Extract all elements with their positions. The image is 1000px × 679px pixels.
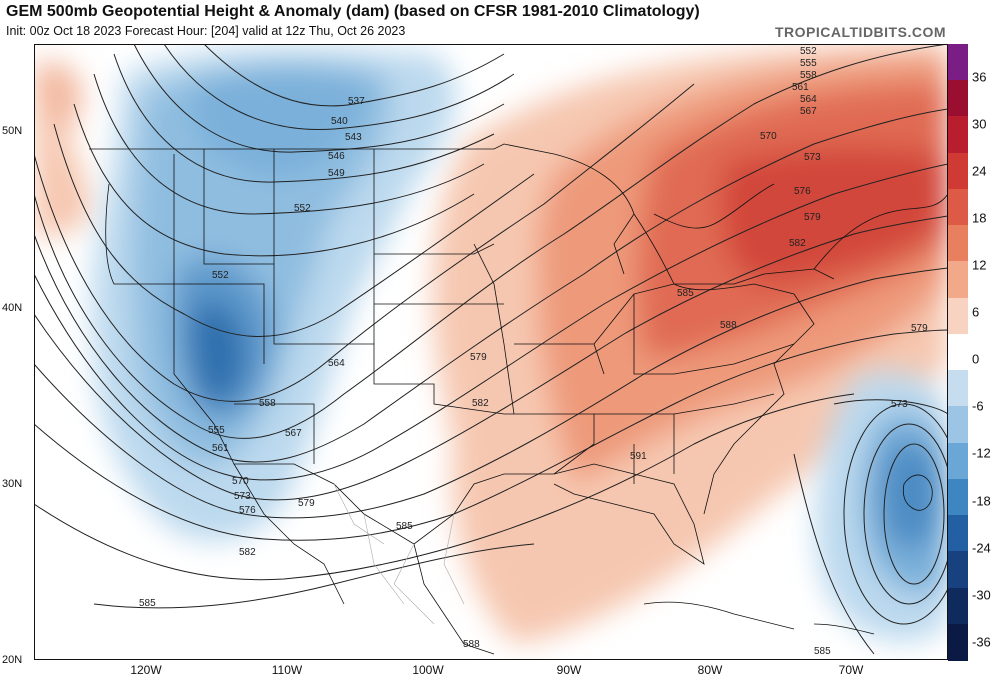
contour-label: 588	[463, 639, 480, 650]
contour-label: 543	[345, 132, 362, 143]
contour-label: 585	[814, 646, 831, 657]
colorbar-segment	[948, 587, 968, 625]
colorbar-segment	[948, 80, 968, 118]
colorbar-label: -36	[972, 634, 991, 650]
contour-label: 570	[760, 131, 777, 142]
contour-label: 552	[294, 203, 311, 214]
weather-map: 552 555 558 561 564 567 570 573 576 579 …	[34, 44, 948, 660]
chart-title: GEM 500mb Geopotential Height & Anomaly …	[6, 3, 700, 20]
mexico-states	[333, 483, 465, 625]
colorbar-label: -6	[972, 398, 984, 414]
contour-label: 582	[239, 547, 256, 558]
contour-label: 558	[800, 70, 817, 81]
contour-label: 561	[212, 443, 229, 454]
colorbar-segment	[948, 442, 968, 480]
contour-label: 576	[794, 186, 811, 197]
colorbar-label: 0	[972, 351, 980, 367]
colorbar-segment	[948, 551, 968, 589]
brand-watermark: TROPICALTIDBITS.COM	[774, 24, 946, 40]
colorbar-segment	[948, 370, 968, 408]
contour-label: 570	[232, 476, 249, 487]
colorbar-label: 18	[972, 210, 987, 226]
longitude-label: 100W	[412, 663, 444, 677]
political-boundaries	[89, 143, 948, 655]
colorbar-segment	[948, 188, 968, 226]
colorbar-label: -30	[972, 587, 991, 603]
latitude-label: 20N	[2, 654, 23, 666]
contour-label: 579	[911, 323, 928, 334]
contour-label: 540	[331, 116, 348, 127]
caribbean-islands	[643, 474, 933, 635]
colorbar-segment	[948, 152, 968, 190]
contour-label: 588	[720, 320, 737, 331]
contour-label: 573	[804, 152, 821, 163]
forecast-info: Init: 00z Oct 18 2023 Forecast Hour: [20…	[6, 24, 406, 38]
contour-label: 546	[328, 151, 345, 162]
colorbar-label: 24	[972, 163, 987, 179]
colorbar-segment	[948, 261, 968, 299]
contour-label: 585	[139, 598, 156, 609]
colorbar-label: -18	[972, 493, 991, 509]
map-frame	[34, 44, 948, 660]
contour-label: 579	[298, 498, 315, 509]
contour-label: 573	[891, 399, 908, 410]
contour-label: 567	[800, 106, 817, 117]
colorbar-segment	[948, 116, 968, 154]
contour-label: 558	[259, 398, 276, 409]
contour-label: 549	[328, 168, 345, 179]
colorbar-label: 6	[972, 304, 980, 320]
colorbar-segment	[948, 333, 968, 371]
contour-label: 573	[234, 491, 251, 502]
contour-label: 579	[470, 352, 487, 363]
contour-label: 582	[472, 398, 489, 409]
longitude-label: 110W	[271, 663, 303, 677]
longitude-label: 80W	[697, 663, 723, 677]
contour-label: 576	[239, 505, 256, 516]
colorbar-label: 30	[972, 116, 987, 132]
contour-label: 555	[800, 58, 817, 69]
colorbar-segment	[948, 515, 968, 553]
colorbar-segment	[948, 297, 968, 335]
latitude-label: 50N	[2, 125, 23, 137]
colorbar-label: -12	[972, 445, 991, 461]
colorbar-segment	[948, 225, 968, 263]
contour-label: 552	[212, 270, 229, 281]
contour-label: 582	[789, 238, 806, 249]
colorbar-segment	[948, 44, 968, 81]
contour-label: 537	[348, 96, 365, 107]
contour-label: 564	[328, 358, 345, 369]
colorbar-label: 12	[972, 257, 987, 273]
contour-label: 591	[630, 451, 647, 462]
contour-label: 579	[804, 212, 821, 223]
colorbar-label: 36	[972, 69, 987, 85]
contour-label: 564	[800, 94, 817, 105]
contour-label: 585	[677, 288, 694, 299]
anomaly-colorbar	[948, 44, 968, 661]
contour-label: 555	[208, 425, 225, 436]
contour-label: 585	[396, 521, 413, 532]
contour-label: 567	[285, 428, 302, 439]
longitude-label: 90W	[556, 663, 582, 677]
contour-label: 552	[800, 46, 817, 57]
contour-label: 561	[792, 82, 809, 93]
latitude-label: 40N	[2, 302, 23, 314]
colorbar-segment	[948, 623, 968, 661]
longitude-label: 120W	[130, 663, 162, 677]
colorbar-segment	[948, 406, 968, 444]
contour-labels: 552 555 558 561 564 567 570 573 576 579 …	[139, 46, 928, 657]
latitude-label: 30N	[2, 478, 23, 490]
longitude-label: 70W	[838, 663, 864, 677]
height-contours	[34, 44, 948, 655]
colorbar-label: -24	[972, 540, 991, 556]
colorbar-segment	[948, 478, 968, 516]
